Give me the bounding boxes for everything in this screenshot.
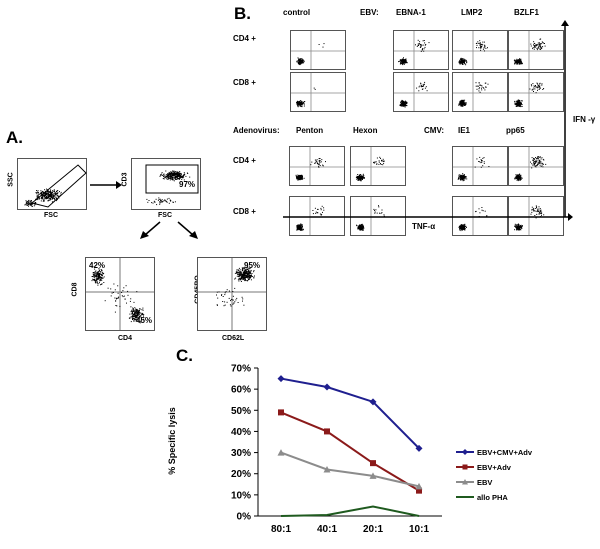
y-tick-label: 10% bbox=[231, 490, 251, 501]
gate1-y-label: SSC bbox=[7, 172, 15, 187]
series-point-0 bbox=[277, 375, 285, 383]
gate4-plot: 95% bbox=[197, 257, 267, 331]
legend-label-0: EBV+CMV+Adv bbox=[477, 448, 533, 457]
gate3-percent-bottom: 45% bbox=[136, 316, 153, 325]
y-tick-label: 70% bbox=[231, 364, 251, 375]
gate2-scatter bbox=[145, 164, 199, 206]
series-line-1 bbox=[280, 411, 420, 492]
gate4-scatter bbox=[198, 258, 266, 330]
arrow-down-left bbox=[140, 221, 161, 239]
gate1-plot bbox=[17, 158, 87, 210]
series-point-1 bbox=[278, 409, 284, 416]
legend-label-3: allo PHA bbox=[477, 493, 508, 502]
flow-cd8-control bbox=[290, 72, 346, 112]
gate3-x-label: CD4 bbox=[118, 335, 133, 342]
series-line-2 bbox=[280, 451, 420, 488]
series-point-2 bbox=[323, 465, 331, 473]
gate4-percent: 95% bbox=[244, 261, 261, 270]
series-point-1 bbox=[370, 460, 376, 467]
flow-cd4-ebna1 bbox=[393, 30, 449, 70]
gate2-y-label: CD3 bbox=[121, 172, 129, 187]
panel-a-label: A. bbox=[6, 128, 23, 147]
arrow-down-right bbox=[177, 221, 198, 239]
gate4-x-label: CD62L bbox=[222, 335, 245, 342]
legend-label-1: EBV+Adv bbox=[477, 463, 512, 472]
legend-label-2: EBV bbox=[477, 478, 492, 487]
flow-cd4-bzlf1 bbox=[508, 30, 564, 70]
header-ie1: IE1 bbox=[458, 126, 471, 135]
gate1-x-label: FSC bbox=[44, 212, 58, 219]
header-bzlf1: BZLF1 bbox=[514, 8, 539, 17]
y-tick-label: 60% bbox=[231, 385, 251, 396]
tnf-alpha-label: TNF-α bbox=[412, 222, 436, 231]
gate2-plot: 97% bbox=[131, 158, 201, 210]
gate3-y-label: CD8 bbox=[71, 282, 79, 297]
flow-cd8-ie1 bbox=[452, 196, 508, 236]
flow-cd4-control bbox=[290, 30, 346, 70]
series-point-2 bbox=[277, 449, 285, 456]
flow-cd4-lmp2 bbox=[452, 30, 508, 70]
y-tick-label: 30% bbox=[231, 448, 251, 459]
header-lmp2: LMP2 bbox=[461, 8, 483, 17]
flow-cd4-hexon bbox=[350, 146, 406, 186]
panel-b-label: B. bbox=[234, 4, 251, 23]
series-point-2 bbox=[415, 482, 423, 490]
row-cd4-top: CD4 + bbox=[233, 34, 256, 43]
header-penton: Penton bbox=[296, 126, 324, 135]
gate2-x-label: FSC bbox=[158, 212, 172, 219]
arrow-right bbox=[90, 181, 122, 189]
x-tick-label: 10:1 bbox=[409, 524, 429, 535]
legend-marker-1 bbox=[462, 464, 468, 470]
ifn-gamma-label: IFN -γ bbox=[573, 115, 596, 124]
y-tick-label: 0% bbox=[237, 512, 252, 523]
gate1-scatter bbox=[24, 164, 87, 208]
series-point-0 bbox=[415, 444, 423, 452]
flow-cd4-pp65 bbox=[508, 146, 564, 186]
row-cd8-bottom: CD8 + bbox=[233, 207, 256, 216]
header-cmv: CMV: bbox=[424, 126, 444, 135]
x-tick-label: 20:1 bbox=[363, 524, 383, 535]
flow-cd8-ebna1 bbox=[393, 72, 449, 112]
panel-b-axes bbox=[283, 20, 573, 221]
header-adenovirus: Adenovirus: bbox=[233, 126, 280, 135]
header-ebna1: EBNA-1 bbox=[396, 8, 426, 17]
header-pp65: pp65 bbox=[506, 126, 525, 135]
panel-c-label: C. bbox=[176, 346, 193, 365]
legend-marker-0 bbox=[462, 449, 468, 455]
series-line-3 bbox=[280, 505, 420, 517]
gate3-scatter bbox=[86, 258, 154, 330]
series-point-2 bbox=[369, 472, 377, 479]
y-tick-label: 50% bbox=[231, 406, 251, 417]
series-point-1 bbox=[324, 428, 330, 435]
x-tick-label: 40:1 bbox=[317, 524, 337, 535]
row-cd4-bottom: CD4 + bbox=[233, 156, 256, 165]
series-point-0 bbox=[369, 398, 377, 406]
row-cd8-top: CD8 + bbox=[233, 78, 256, 87]
series-point-0 bbox=[323, 383, 331, 391]
x-tick-label: 80:1 bbox=[271, 524, 291, 535]
flow-cd8-penton bbox=[289, 196, 345, 236]
y-tick-label: 40% bbox=[231, 427, 251, 438]
lysis-chart: 0% 10% 20% 30% 40% 50% 60% 70% 80:1 40:1 20:1 10:1 E… bbox=[231, 364, 533, 536]
header-ebv: EBV: bbox=[360, 8, 379, 17]
header-hexon: Hexon bbox=[353, 126, 378, 135]
y-tick-label: 20% bbox=[231, 469, 251, 480]
header-control: control bbox=[283, 8, 311, 17]
series-line-0 bbox=[280, 377, 420, 450]
chart-y-label: % Specific lysis bbox=[166, 407, 177, 475]
flow-cd8-bzlf1 bbox=[508, 72, 564, 112]
gate2-percent: 97% bbox=[179, 180, 196, 189]
flow-cd8-hexon bbox=[350, 196, 406, 236]
gate3-percent-top: 42% bbox=[89, 261, 106, 270]
legend-marker-2 bbox=[462, 479, 468, 485]
flow-cd4-ie1 bbox=[452, 146, 508, 186]
flow-cd8-lmp2 bbox=[452, 72, 508, 112]
gate3-plot: 42% 45% bbox=[85, 257, 155, 331]
flow-cd4-penton bbox=[289, 146, 345, 186]
series-point-1 bbox=[416, 487, 422, 494]
